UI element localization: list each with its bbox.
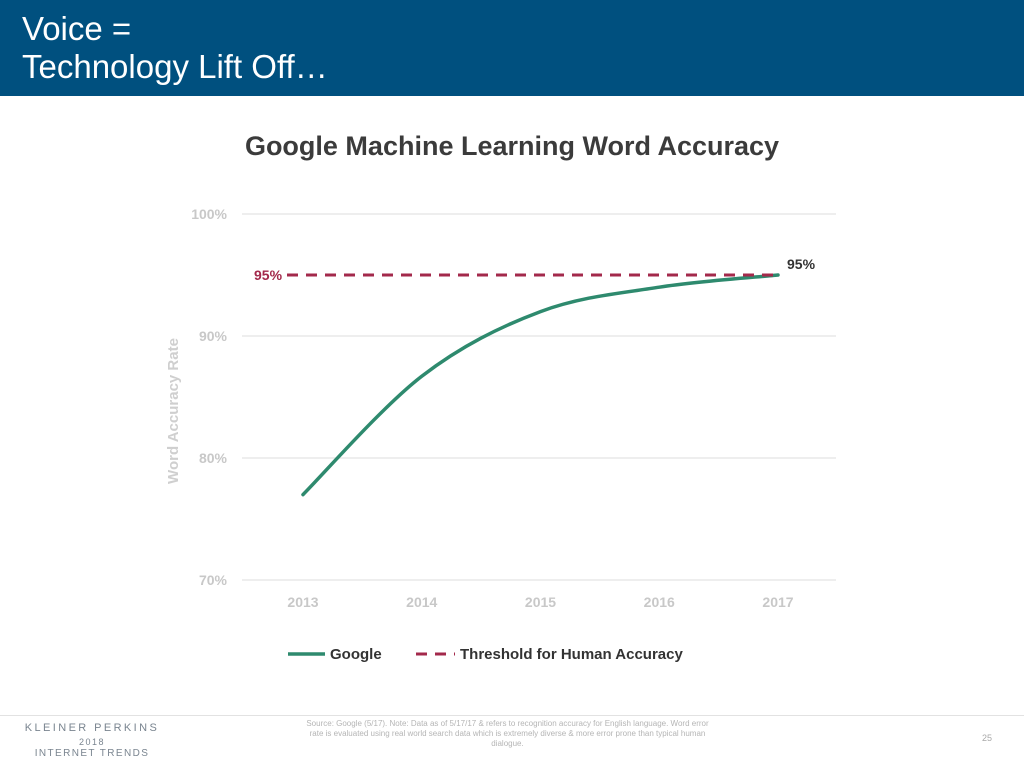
source-note: Source: Google (5/17). Note: Data as of …: [306, 719, 709, 748]
slide-title-line-2: Technology Lift Off…: [22, 48, 328, 85]
slide-title-line-1: Voice =: [22, 10, 132, 47]
page-number: 25: [982, 733, 993, 743]
y-tick-label: 100%: [191, 206, 227, 222]
chart-title: Google Machine Learning Word Accuracy: [244, 131, 780, 161]
google-end-value-label: 95%: [787, 256, 816, 272]
brand-report: INTERNET TRENDS: [34, 748, 150, 759]
x-tick-label: 2017: [762, 594, 793, 610]
x-tick-label: 2015: [525, 594, 556, 610]
x-tick-label: 2013: [287, 594, 318, 610]
slide-header: Voice = Technology Lift Off…: [0, 0, 1024, 96]
y-axis-title: Word Accuracy Rate: [165, 338, 182, 484]
x-tick-label: 2016: [644, 594, 675, 610]
google-line: [301, 273, 780, 497]
y-tick-label: 70%: [199, 572, 228, 588]
footer-divider: [0, 715, 1024, 716]
y-tick-label: 90%: [199, 328, 228, 344]
x-tick-label: 2014: [406, 594, 437, 610]
legend-google-label: Google: [330, 646, 382, 663]
brand-year: 2018: [78, 737, 106, 747]
brand-name: KLEINER PERKINS: [24, 722, 160, 734]
threshold-value-label: 95%: [254, 267, 283, 283]
chart: 70% 80% 90% 100% 2013 2014 2015 2016 2017 Word A…: [165, 206, 836, 663]
y-tick-label: 80%: [199, 450, 228, 466]
legend-threshold-label: Threshold for Human Accuracy: [460, 646, 683, 663]
